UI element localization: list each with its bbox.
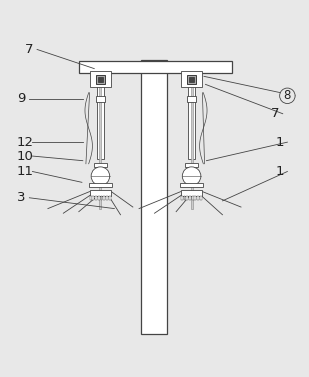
Circle shape — [182, 167, 201, 185]
Text: 8: 8 — [284, 89, 291, 102]
Bar — [185, 163, 198, 167]
Circle shape — [280, 88, 295, 104]
Bar — [92, 196, 94, 200]
Bar — [192, 196, 194, 200]
Bar — [181, 190, 202, 196]
Bar — [94, 163, 107, 167]
Bar — [96, 75, 105, 84]
Bar — [181, 71, 202, 87]
Bar — [100, 196, 103, 200]
Bar — [187, 75, 196, 84]
Circle shape — [91, 167, 110, 185]
Bar — [180, 183, 203, 187]
Bar — [90, 190, 111, 196]
Text: 7: 7 — [271, 107, 279, 120]
Bar — [189, 77, 194, 81]
Bar — [197, 196, 199, 200]
Bar — [184, 196, 185, 200]
Bar — [194, 196, 196, 200]
Bar — [79, 61, 232, 73]
Text: 10: 10 — [16, 150, 33, 162]
Bar — [95, 196, 97, 200]
Bar — [97, 73, 104, 159]
Bar — [99, 73, 101, 208]
Bar — [188, 73, 195, 159]
Bar — [186, 196, 188, 200]
Bar — [191, 73, 193, 208]
Bar — [106, 196, 108, 200]
Bar — [89, 183, 112, 187]
Text: 12: 12 — [16, 136, 33, 149]
Text: 1: 1 — [275, 136, 284, 149]
Bar — [98, 196, 100, 200]
Text: 1: 1 — [275, 165, 284, 178]
Bar — [90, 71, 111, 87]
Bar — [181, 196, 183, 200]
Bar — [98, 77, 103, 81]
Text: 9: 9 — [17, 92, 26, 106]
Bar — [90, 196, 92, 200]
Bar — [103, 196, 105, 200]
Text: 3: 3 — [17, 191, 26, 204]
Bar — [109, 196, 111, 200]
Bar — [187, 96, 196, 102]
Bar — [200, 196, 202, 200]
Bar — [141, 60, 167, 334]
Bar — [189, 196, 191, 200]
Text: 7: 7 — [25, 43, 34, 56]
Bar — [96, 96, 105, 102]
Text: 11: 11 — [16, 165, 33, 178]
